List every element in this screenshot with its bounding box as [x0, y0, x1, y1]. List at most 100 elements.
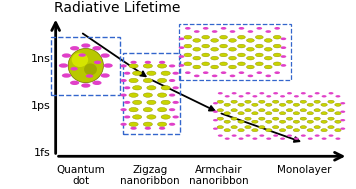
Circle shape [224, 103, 230, 106]
Circle shape [300, 126, 307, 129]
Circle shape [301, 134, 306, 137]
Circle shape [300, 109, 307, 112]
Circle shape [256, 27, 262, 30]
Circle shape [266, 30, 271, 33]
Circle shape [314, 117, 320, 120]
Circle shape [340, 128, 345, 130]
Circle shape [328, 117, 334, 120]
Circle shape [293, 112, 300, 115]
Circle shape [193, 65, 201, 69]
Circle shape [124, 115, 130, 119]
Circle shape [231, 109, 237, 112]
Circle shape [193, 47, 201, 51]
Circle shape [340, 111, 345, 113]
Circle shape [246, 39, 254, 42]
Circle shape [232, 92, 237, 94]
Circle shape [314, 100, 320, 103]
Circle shape [255, 44, 263, 48]
Circle shape [129, 122, 138, 126]
Circle shape [161, 86, 170, 90]
Circle shape [245, 117, 251, 120]
Text: 1ps: 1ps [31, 101, 50, 111]
Circle shape [314, 126, 320, 129]
Circle shape [221, 71, 226, 74]
Circle shape [335, 112, 341, 115]
Circle shape [280, 137, 285, 140]
Circle shape [213, 128, 218, 130]
Circle shape [286, 100, 293, 103]
Circle shape [143, 64, 152, 68]
Circle shape [321, 120, 327, 123]
Circle shape [335, 129, 341, 132]
Circle shape [120, 94, 127, 97]
Circle shape [157, 122, 167, 126]
Circle shape [124, 86, 130, 89]
Circle shape [230, 74, 235, 77]
Circle shape [281, 64, 286, 67]
Circle shape [120, 64, 127, 67]
Circle shape [129, 78, 138, 83]
Circle shape [266, 95, 271, 98]
Circle shape [70, 81, 79, 85]
Circle shape [237, 35, 245, 39]
Circle shape [124, 72, 130, 75]
Circle shape [202, 62, 210, 66]
Circle shape [147, 115, 156, 119]
Circle shape [301, 92, 306, 94]
Circle shape [237, 44, 245, 48]
Circle shape [266, 112, 272, 115]
Circle shape [184, 35, 192, 39]
Circle shape [229, 39, 236, 42]
Circle shape [220, 35, 227, 39]
Circle shape [145, 127, 151, 130]
Text: Zigzag
nanoribbon: Zigzag nanoribbon [120, 165, 179, 186]
Circle shape [130, 61, 137, 64]
Circle shape [286, 117, 293, 120]
Circle shape [202, 35, 210, 39]
Circle shape [213, 102, 218, 105]
Circle shape [100, 53, 110, 58]
Circle shape [120, 123, 127, 126]
Circle shape [212, 30, 218, 33]
Circle shape [321, 103, 327, 106]
Circle shape [266, 74, 271, 77]
Circle shape [335, 103, 341, 106]
Circle shape [157, 64, 167, 68]
Circle shape [265, 65, 272, 69]
Circle shape [194, 30, 200, 33]
Circle shape [185, 27, 191, 30]
Circle shape [132, 71, 142, 75]
Circle shape [132, 100, 142, 105]
Circle shape [307, 103, 313, 106]
Circle shape [300, 100, 307, 103]
Circle shape [279, 129, 286, 132]
Circle shape [231, 126, 237, 129]
Ellipse shape [68, 48, 104, 83]
Circle shape [246, 56, 254, 60]
Circle shape [225, 95, 230, 98]
Circle shape [239, 27, 244, 30]
Circle shape [143, 122, 152, 126]
Circle shape [211, 56, 219, 60]
Circle shape [179, 64, 184, 67]
Circle shape [266, 129, 272, 132]
Circle shape [213, 111, 218, 113]
Text: Quantum
dot: Quantum dot [56, 165, 105, 186]
Circle shape [62, 73, 71, 78]
Circle shape [229, 56, 236, 60]
Circle shape [258, 100, 265, 103]
Circle shape [245, 126, 251, 129]
Circle shape [266, 103, 272, 106]
Circle shape [328, 109, 334, 112]
Circle shape [159, 61, 165, 64]
Bar [51, 36, 120, 94]
Circle shape [229, 65, 236, 69]
Circle shape [217, 126, 224, 129]
Circle shape [252, 103, 258, 106]
Circle shape [340, 102, 345, 105]
Circle shape [340, 119, 345, 121]
Circle shape [335, 95, 340, 98]
Ellipse shape [84, 64, 97, 75]
Circle shape [129, 64, 138, 68]
Circle shape [293, 103, 300, 106]
